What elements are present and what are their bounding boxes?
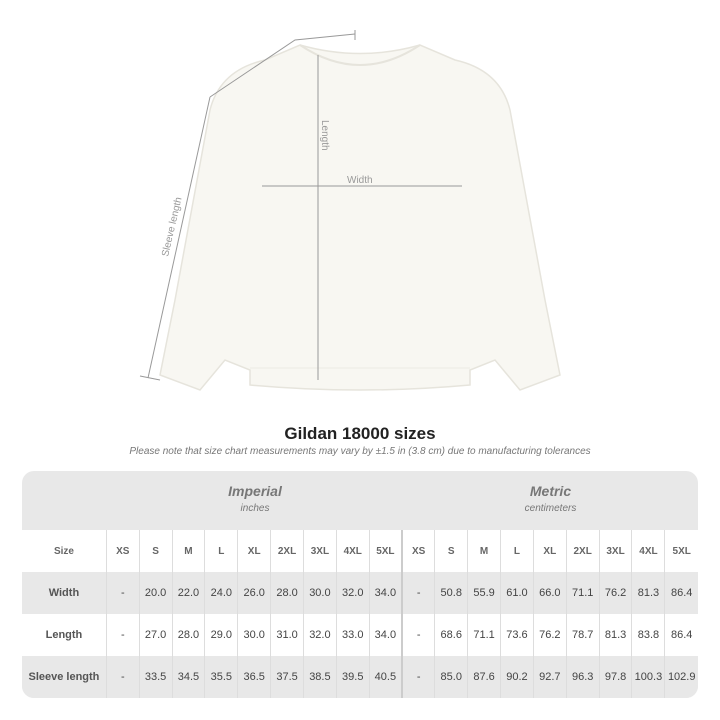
row-label: Length xyxy=(45,629,83,641)
imperial-cell: 34.5 xyxy=(171,656,205,698)
metric-header: Metric centimeters xyxy=(403,483,698,514)
imperial-cell: 26.0 xyxy=(237,572,271,614)
metric-cell: 71.1 xyxy=(467,614,501,656)
metric-cell: 100.3 xyxy=(631,656,665,698)
imperial-cell: 31.0 xyxy=(270,614,304,656)
metric-cell: 92.7 xyxy=(532,656,567,698)
metric-heading: Metric xyxy=(529,483,572,499)
metric-cell: 85.0 xyxy=(434,656,468,698)
metric-cell: 87.6 xyxy=(467,656,501,698)
metric-cell: 61.0 xyxy=(500,572,534,614)
imperial-cell: 2XL xyxy=(270,530,304,572)
metric-cell: 50.8 xyxy=(434,572,468,614)
metric-cell: 55.9 xyxy=(467,572,501,614)
sweatshirt-diagram: Length Width Sleeve length xyxy=(139,30,561,391)
metric-cell: - xyxy=(401,572,435,614)
imperial-cell: - xyxy=(105,614,140,656)
metric-cell: - xyxy=(401,656,435,698)
imperial-cell: XL xyxy=(237,530,271,572)
metric-cell: 81.3 xyxy=(598,614,632,656)
metric-cell: S xyxy=(434,530,468,572)
size-header-row: Size XS S M L XL 2XL 3XL 4XL 5XL XS S M L XL 2XL 3XL 4XL 5… xyxy=(22,530,698,572)
metric-cell: 78.7 xyxy=(565,614,600,656)
imperial-cell: 32.0 xyxy=(302,614,337,656)
imperial-cell: 32.0 xyxy=(335,572,370,614)
metric-cell: 76.2 xyxy=(598,572,632,614)
imperial-heading: Imperial xyxy=(228,483,282,499)
metric-cell: 68.6 xyxy=(434,614,468,656)
imperial-unit: inches xyxy=(240,503,270,514)
metric-cell: 66.0 xyxy=(532,572,567,614)
imperial-cell: 20.0 xyxy=(138,572,173,614)
imperial-cell: - xyxy=(105,656,140,698)
imperial-cell: 28.0 xyxy=(270,572,304,614)
row-label: Sleeve length xyxy=(28,671,100,683)
size-table-panel: Imperial inches Metric centimeters Size X… xyxy=(22,471,698,698)
metric-cell: 81.3 xyxy=(631,572,665,614)
imperial-cell: - xyxy=(105,572,140,614)
metric-cell: 86.4 xyxy=(664,572,698,614)
imperial-header: Imperial inches xyxy=(107,483,403,514)
imperial-cell: S xyxy=(138,530,173,572)
imperial-cell: 36.5 xyxy=(237,656,271,698)
metric-cell: 5XL xyxy=(664,530,698,572)
imperial-cell: 34.0 xyxy=(368,614,403,656)
metric-cell: 90.2 xyxy=(500,656,534,698)
imperial-cell: 37.5 xyxy=(270,656,304,698)
metric-cell: 3XL xyxy=(598,530,632,572)
imperial-cell: 33.0 xyxy=(335,614,370,656)
table-row: Sleeve length -33.5 34.5 35.5 36.5 37.5 38.5 39… xyxy=(22,656,698,698)
imperial-cell: 30.0 xyxy=(237,614,271,656)
row-label: Width xyxy=(48,587,80,599)
imperial-cell: 38.5 xyxy=(302,656,337,698)
metric-cell: 86.4 xyxy=(664,614,698,656)
metric-cell: XL xyxy=(532,530,567,572)
metric-cell: 2XL xyxy=(565,530,600,572)
imperial-cell: XS xyxy=(105,530,140,572)
imperial-cell: M xyxy=(171,530,205,572)
imperial-cell: 29.0 xyxy=(204,614,238,656)
metric-cell: L xyxy=(500,530,534,572)
imperial-cell: 35.5 xyxy=(204,656,238,698)
imperial-cell: 39.5 xyxy=(335,656,370,698)
metric-cell: XS xyxy=(401,530,435,572)
metric-cell: 4XL xyxy=(631,530,665,572)
imperial-cell: 24.0 xyxy=(204,572,238,614)
imperial-cell: 40.5 xyxy=(368,656,403,698)
imperial-cell: 4XL xyxy=(335,530,370,572)
imperial-cell: 33.5 xyxy=(138,656,173,698)
table-row: Length -27.0 28.0 29.0 30.0 31.0 32.0 33.0 34.0-… xyxy=(22,614,698,656)
imperial-cell: 34.0 xyxy=(368,572,403,614)
imperial-cell: 3XL xyxy=(302,530,337,572)
sweatshirt-image xyxy=(159,44,561,391)
metric-cell: 102.9 xyxy=(664,656,698,698)
metric-cell: M xyxy=(467,530,501,572)
metric-cell: 96.3 xyxy=(565,656,600,698)
imperial-cell: L xyxy=(204,530,238,572)
metric-cell: 97.8 xyxy=(598,656,632,698)
width-label: Width xyxy=(347,175,373,186)
tolerance-note: Please note that size chart measurements… xyxy=(129,446,591,457)
metric-cell: 76.2 xyxy=(532,614,567,656)
imperial-cell: 28.0 xyxy=(171,614,205,656)
metric-cell: 71.1 xyxy=(565,572,600,614)
metric-cell: 83.8 xyxy=(631,614,665,656)
metric-cell: - xyxy=(401,614,435,656)
metric-unit: centimeters xyxy=(524,503,577,514)
imperial-cell: 30.0 xyxy=(302,572,337,614)
page-title: Gildan 18000 sizes xyxy=(284,424,436,443)
imperial-cell: 5XL xyxy=(368,530,403,572)
row-label: Size xyxy=(53,545,74,557)
imperial-cell: 27.0 xyxy=(138,614,173,656)
table-row: Width -20.0 22.0 24.0 26.0 28.0 30.0 32.0 34.0-5… xyxy=(22,572,698,614)
metric-cell: 73.6 xyxy=(500,614,534,656)
size-table: Size XS S M L XL 2XL 3XL 4XL 5XL XS S M L XL 2XL 3XL 4XL 5… xyxy=(22,530,698,698)
length-label: Length xyxy=(319,120,330,151)
imperial-cell: 22.0 xyxy=(171,572,205,614)
